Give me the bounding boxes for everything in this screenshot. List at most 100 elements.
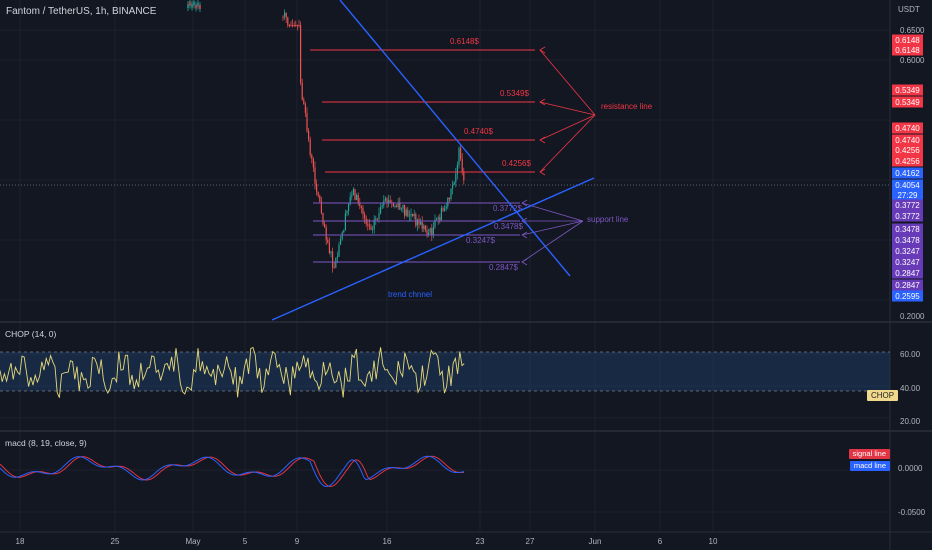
candle-body	[437, 217, 439, 220]
resistance-arrow	[539, 114, 596, 141]
time-axis[interactable]: 18 25 May 5 9 16 23 27 Jun 6 10	[16, 537, 718, 546]
candle-body	[461, 158, 463, 172]
candle-body	[288, 25, 290, 26]
chop-indicator-label[interactable]: CHOP (14, 0)	[5, 329, 57, 339]
price-tag	[892, 44, 923, 56]
candle-body	[442, 208, 444, 211]
candle-body	[396, 205, 398, 208]
candle-body	[415, 214, 417, 226]
price-tag	[892, 234, 923, 246]
candle-body	[298, 25, 300, 26]
candle-body	[418, 219, 420, 225]
chart-title[interactable]: Fantom / TetherUS, 1h, BINANCE	[6, 6, 157, 17]
price-tag-text: 0.6148	[895, 46, 920, 55]
candle-body	[360, 206, 362, 209]
support-label: 0.3772$	[493, 204, 522, 213]
candle-body	[292, 25, 294, 26]
macd-tick: 0.0000	[898, 464, 923, 473]
candle-body	[296, 25, 298, 26]
candle-body	[404, 204, 406, 216]
candle-body	[463, 171, 465, 181]
trend-channel-label: trend chnnel	[388, 290, 432, 299]
resistance-line-label: resistance line	[601, 102, 653, 111]
price-tag-text: 0.3772	[895, 212, 920, 221]
candle-body	[394, 205, 396, 207]
time-label: 27	[526, 537, 535, 546]
time-label: 16	[383, 537, 392, 546]
candle-body	[452, 184, 454, 189]
price-tag	[892, 256, 923, 268]
candle-body	[456, 164, 458, 174]
time-label: 18	[16, 537, 25, 546]
macd-indicator-label[interactable]: macd (8, 19, close, 9)	[5, 438, 87, 448]
chop-line	[0, 346, 465, 398]
candle-body	[303, 99, 305, 105]
candle-body	[290, 25, 292, 26]
candle-body	[304, 104, 306, 113]
candle-body	[434, 219, 436, 228]
candle-body	[356, 194, 358, 200]
candle-body	[189, 1, 191, 6]
support-label: 0.2847$	[489, 263, 518, 272]
candle-body	[397, 202, 399, 208]
candle-body	[344, 213, 346, 231]
candle-body	[333, 267, 335, 269]
ascending-trend-line	[271, 177, 595, 321]
candle-body	[191, 3, 193, 8]
macd-tick: -0.0500	[898, 508, 926, 517]
support-arrowhead	[521, 231, 528, 239]
candle-body	[458, 148, 460, 165]
candle-body	[343, 230, 345, 233]
candle-body	[381, 205, 383, 208]
candle-body	[328, 242, 330, 254]
price-tag-text: 0.3478	[895, 225, 920, 234]
candle-body	[282, 16, 284, 18]
candle-body	[352, 189, 354, 196]
time-label: Jun	[589, 537, 602, 546]
price-tag	[892, 96, 923, 108]
candle-body	[428, 232, 430, 235]
candle-body	[285, 12, 287, 18]
candle-body	[372, 229, 374, 231]
candle-body	[405, 209, 407, 216]
candle-body	[368, 224, 370, 227]
candle-body	[364, 214, 366, 218]
candle-body	[327, 239, 329, 243]
candle-body	[416, 219, 418, 226]
price-tag-text: 0.4256	[895, 146, 920, 155]
price-tick: 0.6000	[900, 56, 925, 65]
support-arrow	[521, 220, 584, 236]
resistance-label: 0.4256$	[502, 159, 531, 168]
support-arrowhead	[521, 199, 528, 207]
candle-body	[412, 214, 414, 216]
support-arrow	[521, 220, 584, 263]
price-tick: 0.6500	[900, 26, 925, 35]
candle-body	[316, 183, 318, 192]
price-tag-text: 0.2595	[895, 292, 920, 301]
candle-body	[455, 173, 457, 183]
price-tag	[892, 290, 923, 302]
candle-body	[308, 130, 310, 140]
candle-body	[197, 2, 199, 7]
candle-body	[388, 200, 390, 204]
candle-body	[351, 195, 353, 197]
price-tag	[892, 134, 923, 146]
price-tag-text: 0.3478	[895, 236, 920, 245]
resistance-arrow	[539, 101, 596, 116]
resistance-arrowhead	[539, 98, 546, 106]
candle-body	[445, 206, 447, 209]
candle-body	[359, 203, 361, 207]
candle-body	[340, 238, 342, 245]
candle-body	[423, 225, 425, 229]
support-label: 0.3478$	[494, 222, 523, 231]
candle-body	[460, 148, 462, 159]
currency-label: USDT	[898, 5, 920, 14]
descending-trend-line	[339, 0, 571, 277]
candle-body	[410, 214, 412, 216]
candle-body	[287, 17, 289, 25]
price-tag	[892, 34, 923, 46]
candle-body	[335, 258, 337, 268]
